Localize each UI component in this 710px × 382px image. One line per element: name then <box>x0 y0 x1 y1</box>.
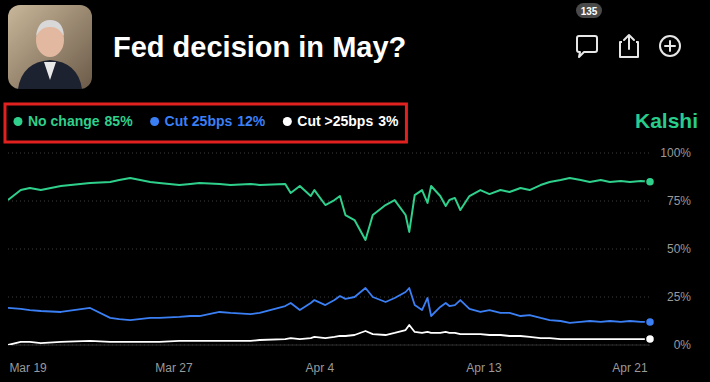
share-button[interactable] <box>620 35 638 57</box>
legend-name: No change <box>28 113 100 129</box>
x-axis-line <box>8 345 650 346</box>
background <box>0 0 710 382</box>
y-tick-label: 100% <box>660 146 691 160</box>
add-button[interactable] <box>660 36 680 56</box>
comment-icon <box>577 36 597 57</box>
add-icon-plus <box>665 41 675 51</box>
thumbnail-bg <box>8 5 92 89</box>
series-end-dot <box>646 335 655 344</box>
y-tick-label: 0% <box>674 338 692 352</box>
grid-line <box>8 249 650 250</box>
y-tick-label: 75% <box>667 194 691 208</box>
x-tick-label: Apr 4 <box>306 361 335 375</box>
end-dots <box>646 177 655 343</box>
series-end-dot <box>646 317 655 326</box>
series-line <box>8 178 650 240</box>
thumbnail <box>8 5 92 89</box>
grid <box>8 153 650 345</box>
legend-value: 12% <box>237 113 266 129</box>
grid-line <box>8 153 650 154</box>
legend-swatch <box>150 117 159 126</box>
x-tick-label: Mar 27 <box>155 361 193 375</box>
brand: Kalshi <box>635 109 698 132</box>
chart-root: Fed decision in May? 135 Kalshi 0% 25% 50% 75%… <box>0 0 710 382</box>
x-tick-label: Mar 19 <box>9 361 47 375</box>
add-icon-circle <box>660 36 680 56</box>
series-line <box>8 325 650 345</box>
x-tick-label: Apr 13 <box>466 361 502 375</box>
thumbnail-suit <box>18 60 82 89</box>
legend-highlight-box <box>5 104 406 142</box>
grid-line <box>8 201 650 202</box>
grid-line <box>8 345 650 346</box>
legend-entry: Cut 25bps12% <box>165 113 266 129</box>
thumbnail-hair <box>36 20 64 36</box>
y-tick-label: 25% <box>667 290 691 304</box>
grid-line <box>8 297 650 298</box>
comment-button[interactable]: 135 <box>576 3 602 57</box>
legend: No change 85% Cut 25bps12% Cut >25bps 3% <box>5 104 406 142</box>
legend-name: Cut 25bps <box>165 113 233 129</box>
legend-entry: No change 85% <box>28 113 133 129</box>
legend-name: Cut >25bps <box>297 113 373 129</box>
legend-swatch <box>14 117 23 126</box>
thumbnail-shirt <box>44 62 56 80</box>
legend-value: 85% <box>105 113 134 129</box>
share-icon-arrow <box>624 35 634 49</box>
y-tick-label: 50% <box>667 242 691 256</box>
series-end-dot <box>646 177 655 186</box>
legend-entry: Cut >25bps 3% <box>297 113 399 129</box>
series-lines <box>8 178 650 345</box>
series-line <box>8 288 650 323</box>
comment-badge <box>576 3 602 18</box>
legend-swatch <box>283 117 292 126</box>
comment-count: 135 <box>581 6 598 17</box>
title: Fed decision in May? <box>113 31 406 63</box>
x-tick-label: Apr 21 <box>612 361 648 375</box>
legend-value: 3% <box>378 113 399 129</box>
